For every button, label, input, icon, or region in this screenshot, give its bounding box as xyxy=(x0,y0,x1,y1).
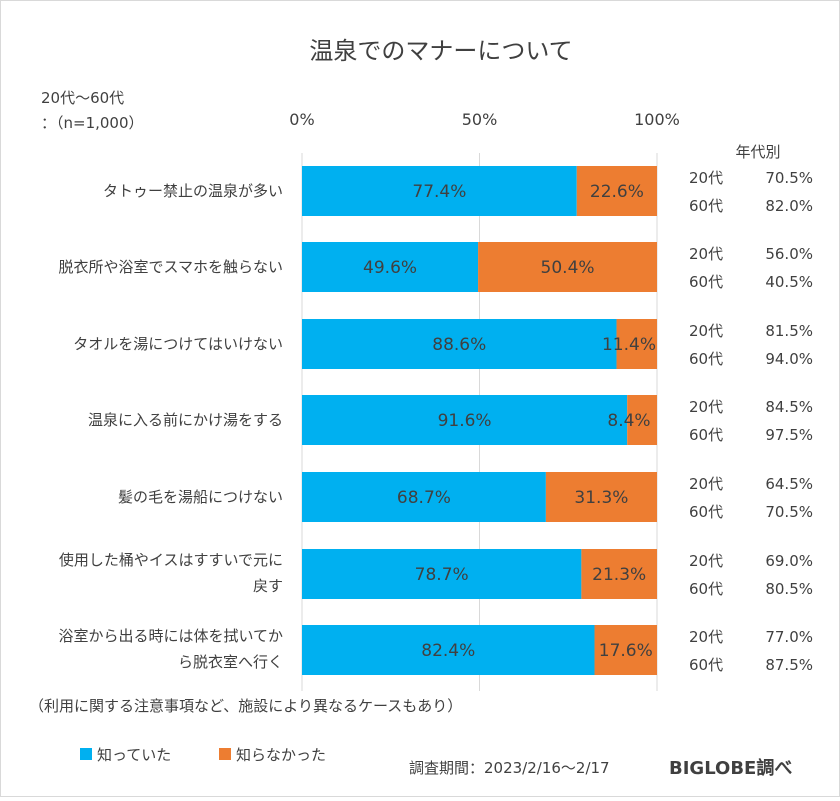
legend-label: 知らなかった xyxy=(236,746,326,764)
footnote: （利用に関する注意事項など、施設により異なるケースもあり） xyxy=(29,697,462,715)
age-header: 年代別 xyxy=(735,143,780,161)
bar-value-label: 88.6% xyxy=(432,335,486,355)
age-group-value: 70.5% xyxy=(765,503,813,521)
age-group-label: 20代 xyxy=(689,169,723,187)
category-label: 戻す xyxy=(253,577,283,595)
category-label: 脱衣所や浴室でスマホを触らない xyxy=(58,258,283,276)
category-label: 浴室から出る時には体を拭いてか xyxy=(58,627,283,645)
x-tick-label: 0% xyxy=(289,110,314,129)
bar-known xyxy=(302,625,595,675)
age-group-value: 94.0% xyxy=(765,350,813,368)
category-label: 使用した桶やイスはすすいで元に xyxy=(59,551,283,569)
bar-unknown xyxy=(576,166,657,216)
age-group-label: 20代 xyxy=(689,628,723,646)
legend-swatch-known xyxy=(80,748,92,760)
bar-unknown xyxy=(478,242,657,292)
bar-known xyxy=(302,166,577,216)
bar-known xyxy=(302,549,582,599)
age-group-label: 20代 xyxy=(689,552,723,570)
bar-value-label: 68.7% xyxy=(397,488,451,508)
legend-swatch-unknown xyxy=(219,748,231,760)
age-group-label: 20代 xyxy=(689,398,723,416)
age-group-value: 81.5% xyxy=(765,322,813,340)
survey-period: 調査期間：2023/2/16～2/17 xyxy=(409,759,610,777)
bar-unknown xyxy=(616,319,657,369)
category-label: タトゥー禁止の温泉が多い xyxy=(103,182,283,200)
legend-label: 知っていた xyxy=(97,746,171,764)
category-label: タオルを湯につけてはいけない xyxy=(73,335,283,353)
bar-value-label: 49.6% xyxy=(363,258,417,278)
bar-value-label: 31.3% xyxy=(574,488,628,508)
bar-unknown xyxy=(581,549,657,599)
bar-value-label: 8.4% xyxy=(607,411,650,431)
bar-value-label: 82.4% xyxy=(421,641,475,661)
bar-value-label: 50.4% xyxy=(541,258,595,278)
bar-value-label: 22.6% xyxy=(590,182,644,202)
subtitle-line-2: ：（n=1,000） xyxy=(41,114,144,132)
bar-value-label: 77.4% xyxy=(412,182,466,202)
age-group-label: 60代 xyxy=(689,580,723,598)
age-group-value: 84.5% xyxy=(765,398,813,416)
x-tick-label: 50% xyxy=(462,110,498,129)
subtitle-line-1: 20代～60代 xyxy=(41,89,124,107)
age-group-label: 20代 xyxy=(689,245,723,263)
age-group-label: 60代 xyxy=(689,656,723,674)
age-group-value: 69.0% xyxy=(765,552,813,570)
source-brand: BIGLOBE調べ xyxy=(669,757,792,779)
category-label: 温泉に入る前にかけ湯をする xyxy=(88,411,283,429)
category-label: 髪の毛を湯船につけない xyxy=(118,488,283,506)
age-group-label: 20代 xyxy=(689,475,723,493)
age-group-value: 97.5% xyxy=(765,426,813,444)
age-group-label: 20代 xyxy=(689,322,723,340)
bar-value-label: 91.6% xyxy=(438,411,492,431)
age-group-label: 60代 xyxy=(689,197,723,215)
age-group-label: 60代 xyxy=(689,350,723,368)
bar-unknown xyxy=(594,625,657,675)
bar-unknown xyxy=(545,472,657,522)
bar-known xyxy=(302,395,628,445)
bar-value-label: 78.7% xyxy=(415,565,469,585)
age-group-value: 64.5% xyxy=(765,475,813,493)
age-group-value: 77.0% xyxy=(765,628,813,646)
age-group-value: 82.0% xyxy=(765,197,813,215)
age-group-label: 60代 xyxy=(689,426,723,444)
bar-known xyxy=(302,242,479,292)
bar-value-label: 17.6% xyxy=(599,641,653,661)
bar-unknown xyxy=(627,395,657,445)
age-group-label: 60代 xyxy=(689,503,723,521)
age-group-value: 70.5% xyxy=(765,169,813,187)
age-group-value: 87.5% xyxy=(765,656,813,674)
chart-title: 温泉でのマナーについて xyxy=(309,37,572,65)
bar-known xyxy=(302,472,546,522)
x-tick-label: 100% xyxy=(634,110,680,129)
bar-known xyxy=(302,319,617,369)
age-group-value: 40.5% xyxy=(765,273,813,291)
category-label: ら脱衣室へ行く xyxy=(178,653,283,671)
age-group-value: 56.0% xyxy=(765,245,813,263)
age-group-label: 60代 xyxy=(689,273,723,291)
bar-value-label: 21.3% xyxy=(592,565,646,585)
age-group-value: 80.5% xyxy=(765,580,813,598)
bar-value-label: 11.4% xyxy=(602,335,656,355)
